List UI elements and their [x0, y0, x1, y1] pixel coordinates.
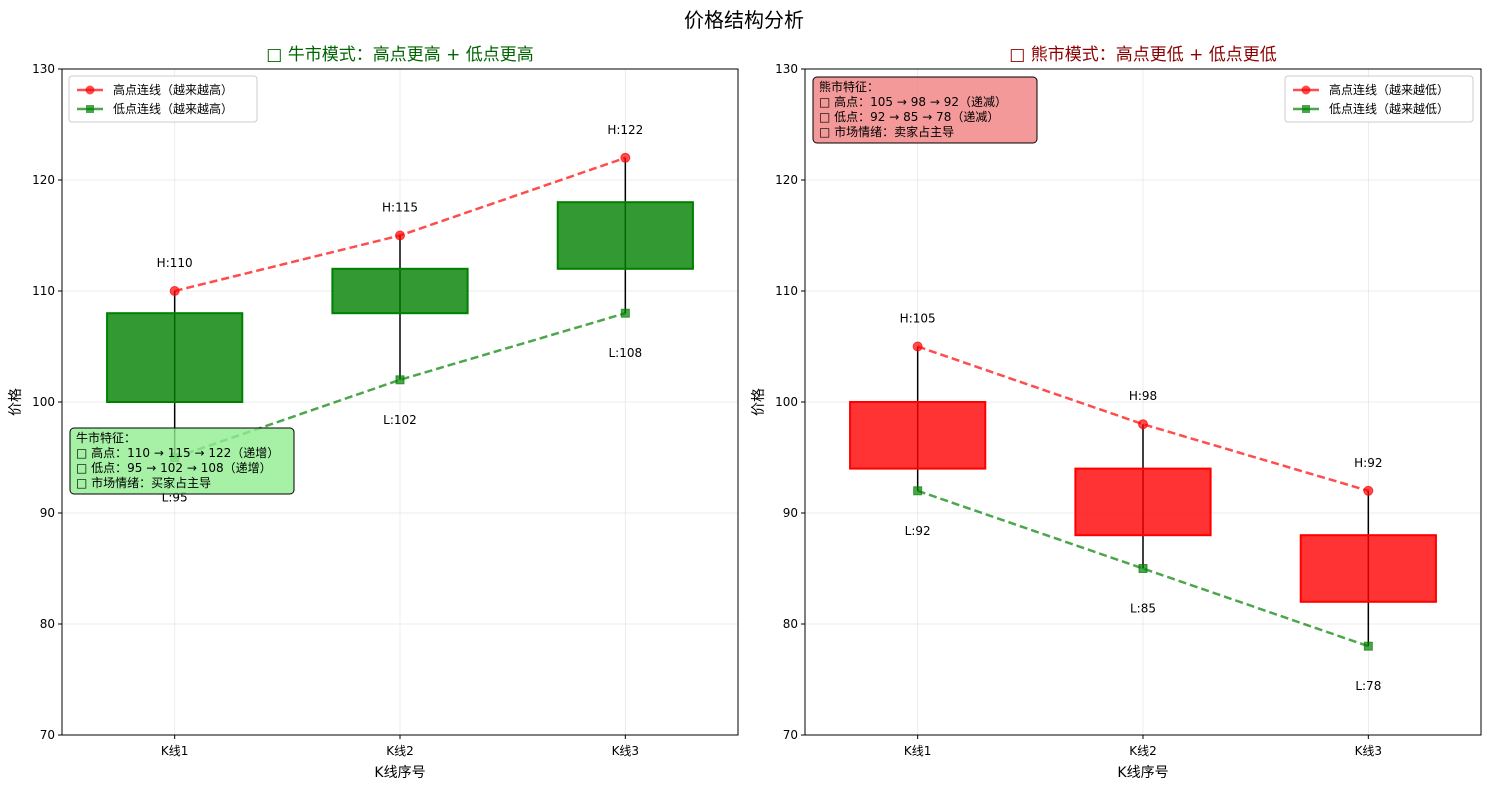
x-tick-label: K线3: [612, 744, 640, 758]
y-tick-label: 90: [40, 506, 55, 520]
low-trend-line: [917, 489, 1369, 648]
high-point-marker: [1363, 485, 1374, 496]
info-box: 牛市特征：□ 高点：110 → 115 → 122（递增）□ 低点：95 → 1…: [69, 427, 295, 495]
figure-title: 价格结构分析: [684, 8, 804, 32]
high-label: H:110: [157, 256, 193, 270]
high-trend-line: [917, 345, 1369, 492]
y-tick-label: 80: [40, 617, 55, 631]
y-tick-label: 70: [40, 728, 55, 742]
high-point-marker: [912, 341, 923, 352]
y-tick-label: 120: [775, 173, 798, 187]
low-point-marker: [1138, 564, 1148, 573]
high-point-marker: [1138, 419, 1148, 430]
high-label: H:115: [382, 201, 418, 215]
y-tick-label: 80: [783, 617, 798, 631]
x-tick-label: K线2: [1129, 744, 1157, 758]
x-tick-label: K线1: [161, 744, 189, 758]
y-tick-label: 90: [783, 506, 798, 520]
legend-box: [1284, 75, 1474, 123]
y-axis-label: 价格: [751, 388, 767, 416]
high-point-marker: [620, 152, 631, 163]
low-point-marker: [620, 308, 630, 318]
legend-marker: [1302, 105, 1310, 113]
high-label: H:122: [607, 123, 643, 137]
panel-title: □ 牛市模式：高点更高 + 低点更高: [266, 45, 534, 65]
low-point-marker: [395, 375, 405, 385]
low-label: L:78: [1355, 679, 1381, 693]
info-box-line: 牛市特征：: [76, 430, 136, 445]
legend-marker: [85, 85, 95, 95]
low-point-marker: [1363, 641, 1373, 651]
legend-box: [68, 75, 258, 123]
panel-title: □ 熊市模式：高点更低 + 低点更低: [1009, 45, 1277, 65]
legend-label: 低点连线（越来越高）: [113, 101, 233, 116]
candle-body: [331, 267, 469, 315]
candle-body: [556, 201, 694, 270]
x-tick-label: K线3: [1355, 744, 1383, 758]
y-tick-label: 130: [775, 62, 798, 76]
y-tick-label: 70: [783, 728, 798, 742]
high-label: H:98: [1129, 389, 1157, 403]
candle-body: [1074, 467, 1212, 537]
legend-marker: [1301, 85, 1311, 95]
y-axis-label: 价格: [8, 388, 24, 416]
high-label: H:105: [900, 312, 936, 326]
y-tick-label: 120: [32, 173, 55, 187]
low-label: L:108: [609, 346, 643, 360]
y-tick-label: 110: [775, 284, 798, 298]
high-label: H:92: [1354, 456, 1382, 470]
low-label: L:102: [383, 413, 417, 427]
low-label: L:85: [1130, 602, 1156, 616]
bull-market-panel: □ 牛市模式：高点更高 + 低点更高H:110L:95H:115L:102H:1…: [8, 45, 739, 781]
info-box-line: □ 高点：105 → 98 → 92（递减）: [819, 94, 1007, 109]
high-point-marker: [395, 230, 405, 241]
legend: 高点连线（越来越低） 低点连线（越来越低）: [1284, 75, 1474, 123]
x-axis-label: K线序号: [374, 765, 425, 781]
info-box-line: 熊市特征：: [819, 79, 879, 94]
bear-market-panel: □ 熊市模式：高点更低 + 低点更低 H:105 L:92 H:98 L:85 H:92 L…: [751, 45, 1482, 781]
info-box-line: □ 市场情绪：买家占主导: [76, 475, 211, 490]
y-tick-label: 100: [775, 395, 798, 409]
legend-marker: [86, 105, 94, 113]
high-point-marker: [169, 286, 180, 296]
candle-body: [849, 401, 987, 470]
legend-label: 低点连线（越来越低）: [1329, 101, 1449, 116]
y-tick-label: 100: [32, 395, 55, 409]
info-box-background: [69, 427, 295, 495]
legend: 高点连线（越来越高） 低点连线（越来越高）: [68, 75, 258, 123]
candle-body: [106, 312, 244, 404]
x-axis-label: K线序号: [1117, 765, 1168, 781]
x-tick-label: K线1: [904, 744, 932, 758]
legend-label: 高点连线（越来越高）: [113, 82, 233, 97]
y-tick-label: 110: [32, 284, 55, 298]
info-box-line: □ 低点：92 → 85 → 78（递减）: [819, 110, 999, 124]
low-label: L:92: [905, 524, 931, 538]
candle-body: [1299, 534, 1437, 603]
info-box-line: □ 市场情绪：卖家占主导: [819, 124, 954, 139]
info-box-line: □ 高点：110 → 115 → 122（递增）: [76, 445, 279, 460]
low-point-marker: [913, 486, 923, 496]
info-box-line: □ 低点：95 → 102 → 108（递增）: [76, 461, 272, 475]
legend-label: 高点连线（越来越低）: [1329, 82, 1449, 97]
x-tick-label: K线2: [386, 744, 414, 758]
y-tick-label: 130: [32, 62, 55, 76]
info-box: 熊市特征：□ 高点：105 → 98 → 92（递减）□ 低点：92 → 85 …: [812, 76, 1038, 144]
info-box-background: [812, 76, 1038, 144]
